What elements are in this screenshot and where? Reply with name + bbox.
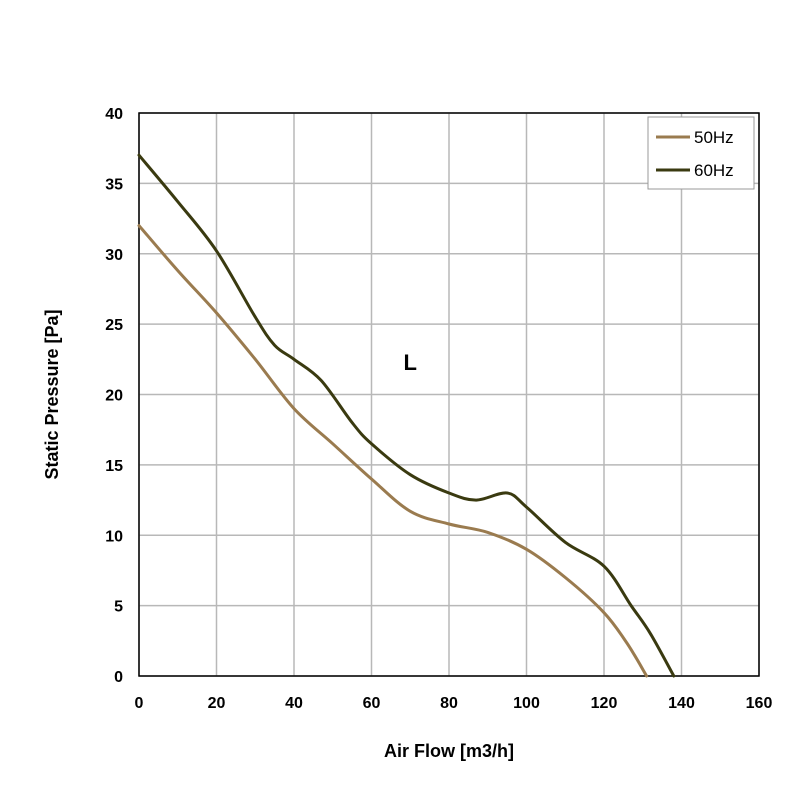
x-tick-label: 160 [746, 695, 773, 712]
x-tick-label: 100 [513, 695, 540, 712]
series-line-60hz [137, 153, 676, 678]
x-tick-label: 140 [668, 695, 695, 712]
y-tick-label: 30 [105, 247, 123, 264]
y-tick-label: 15 [105, 458, 123, 475]
y-tick-label: 10 [105, 528, 123, 545]
x-tick-label: 60 [363, 695, 381, 712]
plot-frame [138, 112, 760, 677]
legend-label-50hz: 50Hz [694, 128, 734, 147]
x-tick-label: 120 [591, 695, 618, 712]
y-axis-title: Static Pressure [Pa] [42, 309, 62, 479]
y-tick-label: 40 [105, 106, 123, 123]
series-line-50hz [137, 224, 649, 678]
y-tick-label: 35 [105, 176, 123, 193]
x-axis-title: Air Flow [m3/h] [384, 741, 514, 761]
x-tick-label: 0 [135, 695, 144, 712]
y-tick-label: 25 [105, 317, 123, 334]
series-layer [137, 153, 676, 678]
annotation-label: L [404, 350, 417, 375]
y-tick-label: 5 [114, 599, 123, 616]
x-tick-label: 20 [208, 695, 226, 712]
legend: 50Hz 60Hz [647, 116, 755, 190]
legend-box [647, 116, 755, 190]
x-tick-label: 40 [285, 695, 303, 712]
x-tick-label: 80 [440, 695, 458, 712]
y-tick-label: 20 [105, 388, 123, 405]
legend-label-60hz: 60Hz [694, 161, 734, 180]
grid [138, 112, 760, 677]
y-tick-label: 0 [114, 669, 123, 686]
tick-labels: 0 20 40 60 80 100 120 140 160 0 5 10 15 20 25 30 35 40 [105, 106, 772, 712]
